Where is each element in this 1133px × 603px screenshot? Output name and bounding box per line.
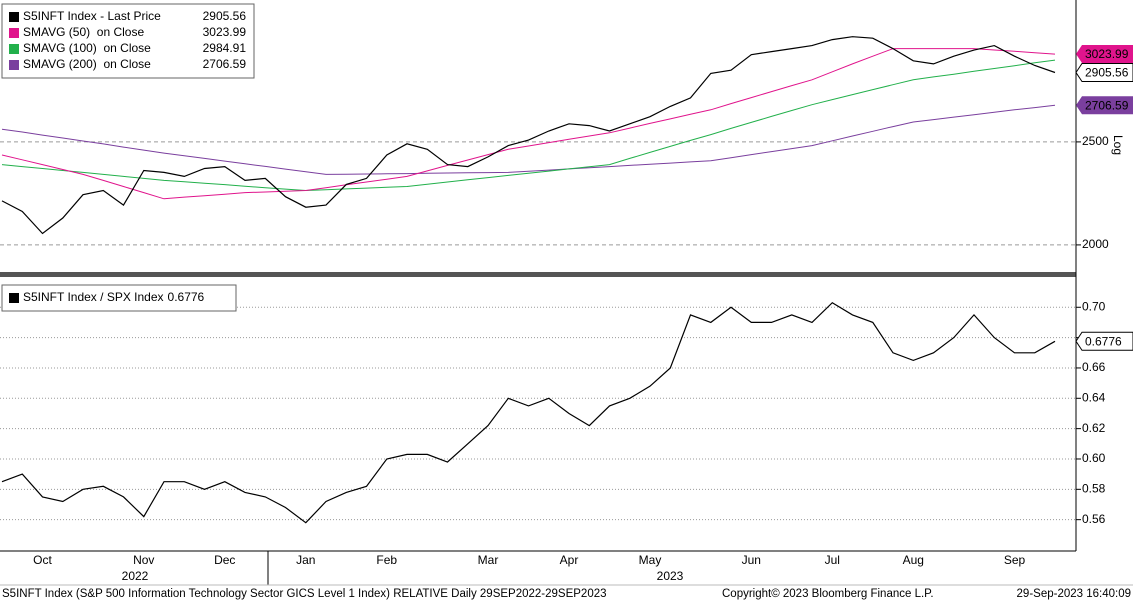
legend-label: SMAVG (50) on Close — [23, 25, 144, 39]
x-tick-label: May — [639, 553, 662, 567]
legend-value: 2984.91 — [203, 41, 247, 55]
x-tick-label: Jun — [742, 553, 761, 567]
x-group-label: 2023 — [657, 569, 684, 583]
legend-swatch — [9, 28, 19, 38]
legend-box — [1, 284, 237, 312]
last-value-label: 2905.56 — [1085, 66, 1129, 80]
panel-separator — [0, 272, 1076, 277]
last-value-tag — [1075, 63, 1133, 83]
x-tick-label: Sep — [1004, 553, 1026, 567]
x-tick-label: Mar — [478, 553, 499, 567]
last-value-label: 2706.59 — [1085, 98, 1129, 112]
x-tick-label: Jan — [296, 553, 315, 567]
y-tick-label: 0.62 — [1082, 421, 1106, 435]
legend-value: 2706.59 — [203, 57, 247, 71]
x-tick-label: Jul — [825, 553, 840, 567]
last-value-tag — [1076, 45, 1133, 64]
legend-label: S5INFT Index - Last Price — [23, 9, 161, 23]
y-tick-label: 2500 — [1082, 134, 1109, 148]
last-value-label: 3023.99 — [1085, 47, 1129, 61]
x-tick-label: Dec — [214, 553, 235, 567]
legend-swatch — [9, 60, 19, 70]
last-value-tag — [1075, 331, 1133, 351]
y-tick-label: 0.64 — [1082, 390, 1106, 404]
y-axis-label: Log — [1111, 135, 1125, 155]
legend-value: 2905.56 — [203, 9, 247, 23]
x-tick-label: Feb — [376, 553, 397, 567]
footer-description: S5INFT Index (S&P 500 Information Techno… — [2, 588, 607, 600]
legend-label: SMAVG (200) on Close — [23, 57, 151, 71]
legend-value: 3023.99 — [203, 25, 247, 39]
series-line — [1, 301, 1056, 524]
x-tick-label: Aug — [903, 553, 924, 567]
x-group-label: 2022 — [122, 569, 149, 583]
series-line — [1, 59, 1056, 192]
legend-box — [1, 3, 255, 79]
legend-swatch — [9, 44, 19, 54]
last-value-tag — [1076, 96, 1133, 115]
legend-label: S5INFT Index / SPX Index — [23, 290, 164, 304]
series-line — [1, 36, 1056, 235]
last-value-label: 0.6776 — [1085, 334, 1122, 348]
footer-copyright: Copyright© 2023 Bloomberg Finance L.P. — [722, 588, 934, 600]
x-tick-label: Nov — [133, 553, 154, 567]
y-tick-label: 0.58 — [1082, 481, 1106, 495]
y-tick-label: 0.66 — [1082, 360, 1106, 374]
legend-label: SMAVG (100) on Close — [23, 41, 151, 55]
x-tick-label: Apr — [560, 553, 579, 567]
y-tick-label: 2000 — [1082, 237, 1109, 251]
y-tick-label: 0.60 — [1082, 451, 1106, 465]
x-tick-label: Oct — [33, 553, 52, 567]
y-tick-label: 0.70 — [1082, 299, 1106, 313]
legend-swatch — [9, 12, 19, 22]
series-line — [1, 48, 1056, 200]
legend-swatch — [9, 293, 19, 303]
series-line — [1, 104, 1056, 175]
footer-timestamp: 29-Sep-2023 16:40:09 — [1017, 588, 1131, 600]
legend-value: 0.6776 — [168, 290, 205, 304]
y-tick-label: 0.56 — [1082, 512, 1106, 526]
